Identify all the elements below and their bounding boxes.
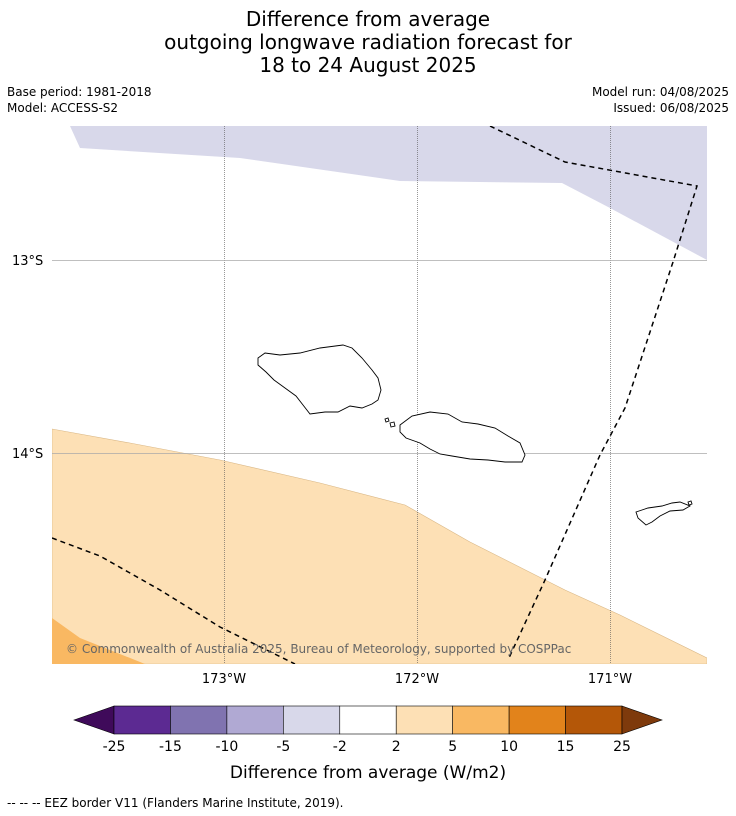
legend-cells — [113, 705, 623, 735]
map-area: © Commonwealth of Australia 2025, Bureau… — [52, 126, 707, 664]
legend-cell — [113, 705, 171, 735]
legend-tick-label: 15 — [557, 739, 575, 755]
legend-tick-label: 5 — [448, 739, 457, 755]
legend-cell — [395, 705, 453, 735]
legend-cell — [170, 705, 228, 735]
lon-label-172w: 172°W — [395, 672, 439, 687]
island-aunuu — [687, 500, 693, 506]
legend-cell — [226, 705, 284, 735]
copyright-text: © Commonwealth of Australia 2025, Bureau… — [66, 642, 571, 656]
legend-cell — [508, 705, 566, 735]
eez-border-southwest — [52, 537, 296, 664]
meta-right: Model run: 04/08/2025 Issued: 06/08/2025 — [592, 84, 729, 116]
eez-border-east — [489, 126, 698, 661]
positive-anomaly-region-light — [52, 428, 707, 664]
negative-anomaly-region — [70, 126, 707, 260]
legend-tick-label: 25 — [613, 739, 631, 755]
lon-label-173w: 173°W — [202, 672, 246, 687]
issued-date: Issued: 06/08/2025 — [613, 101, 729, 115]
meta-left: Base period: 1981-2018 Model: ACCESS-S2 — [7, 84, 152, 116]
legend-tick-label: -10 — [215, 739, 238, 755]
legend-cell — [283, 705, 341, 735]
legend-cell — [452, 705, 510, 735]
lon-label-171w: 171°W — [588, 672, 632, 687]
legend-tick-labels: -25 -15 -10 -5 -2 2 5 10 15 25 — [103, 739, 631, 755]
legend-tick-label: 10 — [500, 739, 518, 755]
legend-extend-left — [73, 705, 115, 735]
island-upolu — [399, 411, 526, 463]
model-run: Model run: 04/08/2025 — [591, 85, 729, 99]
island-savaii — [257, 344, 382, 415]
legend-tick-label: -2 — [333, 739, 347, 755]
legend-title: Difference from average (W/m2) — [230, 763, 506, 783]
eez-note: -- -- -- EEZ border V11 (Flanders Marine… — [7, 796, 344, 810]
color-legend: -25 -15 -10 -5 -2 2 5 10 15 25 Difference from av… — [73, 705, 663, 783]
axis-labels: 13°S 14°S 173°W 172°W 171°W — [12, 254, 632, 687]
base-period: Base period: 1981-2018 — [7, 85, 152, 99]
title-line-2: outgoing longwave radiation forecast for — [164, 30, 572, 54]
lat-label-14s: 14°S — [12, 447, 43, 462]
title-line-3: 18 to 24 August 2025 — [259, 53, 477, 77]
longitude-gridlines — [224, 126, 611, 664]
legend-cell — [339, 705, 397, 735]
model-name: Model: ACCESS-S2 — [7, 101, 119, 115]
island-tutuila — [635, 501, 692, 526]
islands — [257, 344, 693, 526]
title-line-1: Difference from average — [245, 7, 491, 31]
latitude-gridlines — [52, 260, 707, 454]
map-title: Difference from average outgoing longwav… — [0, 8, 736, 77]
positive-anomaly-region-medium — [52, 618, 145, 664]
island-apolima — [389, 421, 396, 428]
legend-tick-label: -5 — [276, 739, 290, 755]
legend-extend-right — [621, 705, 663, 735]
lat-label-13s: 13°S — [12, 254, 43, 269]
legend-cell — [565, 705, 623, 735]
island-manono — [384, 417, 390, 423]
legend-tick-label: -15 — [159, 739, 182, 755]
legend-tick-label: 2 — [392, 739, 401, 755]
legend-tick-label: -25 — [103, 739, 126, 755]
eez-borders — [52, 126, 698, 664]
